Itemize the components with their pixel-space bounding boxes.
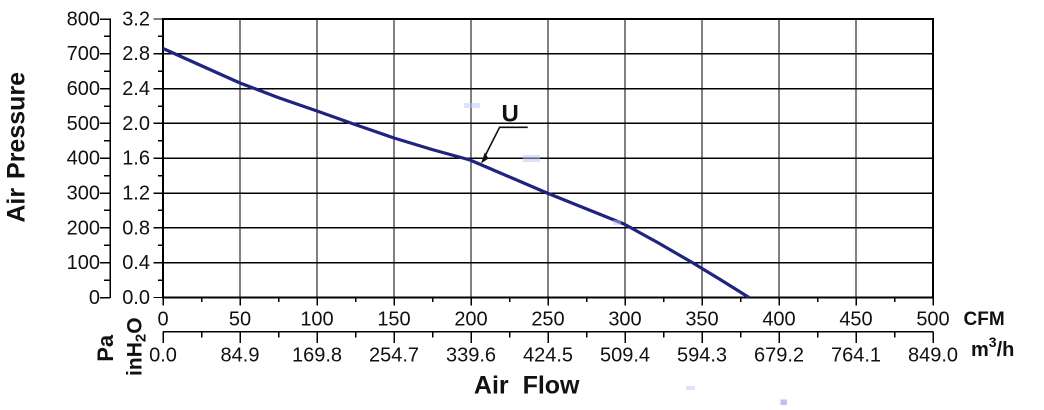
svg-text:0.0: 0.0 [122, 287, 150, 309]
svg-text:400: 400 [762, 309, 795, 331]
svg-text:300: 300 [608, 309, 641, 331]
svg-text:0: 0 [89, 287, 100, 309]
svg-text:0.4: 0.4 [122, 252, 150, 274]
svg-text:m3/h: m3/h [971, 334, 1014, 361]
svg-text:450: 450 [839, 309, 872, 331]
svg-text:400: 400 [67, 148, 100, 170]
svg-text:Air Flow: Air Flow [474, 372, 580, 400]
svg-text:CFM: CFM [964, 309, 1005, 330]
svg-text:500: 500 [67, 113, 100, 135]
svg-text:2.8: 2.8 [122, 43, 150, 65]
svg-text:Pa: Pa [93, 334, 118, 362]
svg-text:0.0: 0.0 [149, 345, 177, 367]
svg-text:700: 700 [67, 43, 100, 65]
svg-text:200: 200 [454, 309, 487, 331]
svg-text:250: 250 [531, 309, 564, 331]
svg-text:300: 300 [67, 182, 100, 204]
svg-text:2.0: 2.0 [122, 113, 150, 135]
svg-text:849.0: 849.0 [908, 345, 958, 367]
svg-text:594.3: 594.3 [677, 345, 727, 367]
svg-text:U: U [502, 101, 519, 128]
svg-text:inH2O: inH2O [124, 317, 150, 376]
svg-text:424.5: 424.5 [523, 345, 573, 367]
svg-text:679.2: 679.2 [754, 345, 804, 367]
svg-text:350: 350 [685, 309, 718, 331]
svg-text:Air Pressure: Air Pressure [3, 72, 31, 223]
svg-text:339.6: 339.6 [446, 345, 496, 367]
svg-text:2.4: 2.4 [122, 78, 150, 100]
svg-text:254.7: 254.7 [369, 345, 419, 367]
svg-text:500: 500 [916, 309, 949, 331]
svg-text:800: 800 [67, 8, 100, 30]
svg-text:84.9: 84.9 [221, 345, 260, 367]
svg-text:3.2: 3.2 [122, 8, 150, 30]
svg-text:1.6: 1.6 [122, 148, 150, 170]
svg-text:200: 200 [67, 217, 100, 239]
svg-text:50: 50 [229, 309, 251, 331]
svg-text:150: 150 [377, 309, 410, 331]
svg-text:0: 0 [157, 309, 168, 331]
svg-text:100: 100 [67, 252, 100, 274]
svg-text:1.2: 1.2 [122, 182, 150, 204]
svg-text:509.4: 509.4 [600, 345, 650, 367]
svg-text:100: 100 [300, 309, 333, 331]
svg-text:169.8: 169.8 [292, 345, 342, 367]
svg-text:0.8: 0.8 [122, 217, 150, 239]
svg-text:764.1: 764.1 [831, 345, 881, 367]
svg-text:600: 600 [67, 78, 100, 100]
